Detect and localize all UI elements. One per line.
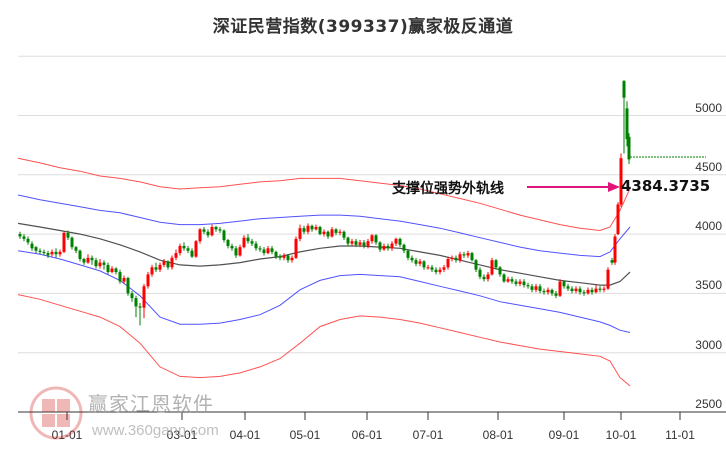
x-tick-label: 07-01 [412, 428, 444, 442]
x-tick-label: 06-01 [351, 428, 383, 442]
x-axis [18, 411, 726, 420]
x-tick-label: 03-01 [166, 428, 198, 442]
x-tick-label: 04-01 [229, 428, 261, 442]
chart-title: 深证民营指数(399337)赢家极反通道 [212, 17, 514, 37]
y-tick-label: 5000 [695, 100, 722, 115]
candlesticks [18, 79, 631, 326]
watermark-logo-icon [29, 386, 83, 440]
x-tick-label: 10-01 [605, 428, 637, 442]
y-tick-label: 3500 [695, 278, 722, 293]
y-tick-label: 4500 [695, 159, 722, 174]
y-tick-label: 3000 [695, 337, 722, 352]
x-tick-label: 11-01 [665, 428, 695, 442]
x-tick-label: 08-01 [482, 428, 514, 442]
y-tick-label: 2500 [695, 397, 722, 411]
annotation-value: 4384.3735 [621, 177, 711, 195]
gridlines [18, 55, 726, 354]
x-tick-label: 09-01 [548, 428, 580, 442]
x-tick-label: 05-01 [289, 428, 321, 442]
watermark-url: www.360gann.com [92, 422, 219, 439]
annotation-label: 支撑位强势外轨线 [392, 181, 504, 197]
annotation-arrow [527, 182, 620, 192]
x-tick-label: 01-01 [51, 428, 83, 442]
channel-bands [17, 157, 631, 387]
watermark-brand: 赢家江恩软件 [88, 392, 214, 416]
y-tick-label: 4000 [695, 219, 722, 234]
